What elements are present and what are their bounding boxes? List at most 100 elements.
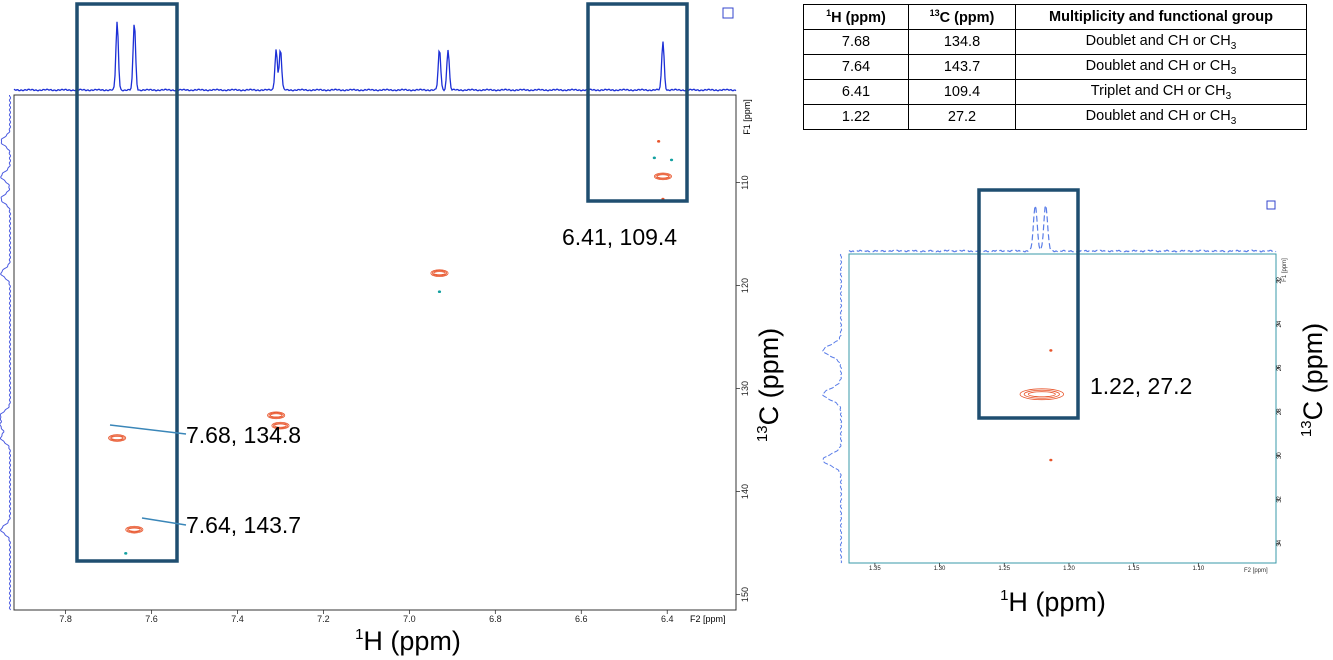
header-1h-label: H (ppm)	[831, 9, 886, 26]
cross-peak	[124, 552, 128, 555]
x-tick-label: 1.30	[934, 566, 946, 572]
left-x-axis-tag: F2 [ppm]	[690, 614, 726, 624]
annotation-label: 7.64, 143.7	[186, 512, 301, 538]
y-tick-label: 34	[1277, 539, 1283, 546]
cell-1h: 6.41	[803, 79, 909, 105]
table-row: 7.64 143.7 Doublet and CH or CH3	[803, 54, 1307, 80]
x-tick-label: 7.2	[317, 614, 330, 624]
header-1h: 1H (ppm)	[803, 4, 909, 30]
x-tick-label: 6.4	[661, 614, 674, 624]
right-y-axis-label: 13C (ppm)	[1298, 323, 1328, 437]
right-13c-projection	[822, 253, 843, 564]
header-13c: 13C (ppm)	[908, 4, 1016, 30]
y-tick-label: 130	[740, 381, 750, 396]
cell-multiplicity-subscript: 3	[1230, 40, 1237, 52]
left-y-ticks: 110 120 130 140 150	[736, 175, 750, 602]
header-13c-isotope: 13	[929, 8, 940, 19]
x-tick-label: 7.4	[231, 614, 244, 624]
cell-1h: 1.22	[803, 104, 909, 130]
left-y-axis-label-text: C (ppm)	[754, 328, 784, 426]
right-corner-marker	[1266, 200, 1276, 210]
right-x-ticks: 1.35 1.30 1.25 1.20 1.15 1.10	[869, 563, 1205, 572]
right-y-axis-label-text: C (ppm)	[1298, 323, 1328, 421]
right-highlight-boxes	[977, 188, 1080, 420]
cell-13c: 134.8	[908, 29, 1016, 55]
annotation-label: 7.68, 134.8	[186, 422, 301, 448]
y-tick-label: 32	[1277, 495, 1283, 502]
header-multiplicity: Multiplicity and functional group	[1015, 4, 1307, 30]
highlight-box	[75, 2, 179, 563]
cross-peak	[437, 290, 442, 294]
right-1h-projection	[848, 203, 1277, 253]
cell-13c: 27.2	[908, 104, 1016, 130]
y-tick-label: 140	[740, 484, 750, 499]
table-row: 1.22 27.2 Doublet and CH or CH3	[803, 104, 1307, 130]
left-plot-frame	[13, 94, 737, 611]
right-annotations: 1.22, 27.2	[1090, 373, 1192, 399]
cross-peak	[657, 140, 661, 143]
right-x-axis-label: 1H (ppm)	[1000, 587, 1106, 617]
left-x-axis-label: 1H (ppm)	[355, 626, 461, 656]
cross-peak	[271, 421, 290, 430]
right-x-axis-label-text: H (ppm)	[1008, 587, 1106, 617]
left-spectrum: F2 [ppm] F1 [ppm] 7.8 7.6 7.4 7.2 7.0 6.8 6.6 6…	[0, 2, 784, 656]
x-tick-label: 1.15	[1128, 566, 1140, 572]
cell-multiplicity-text: Doublet and CH or CH	[1085, 57, 1231, 74]
x-tick-label: 1.20	[1063, 566, 1075, 572]
cross-peak	[125, 525, 144, 534]
right-y-axis-tag: F1 [ppm]	[1282, 258, 1288, 282]
table-row: 7.68 134.8 Doublet and CH or CH3	[803, 29, 1307, 55]
right-y-axis-label-isotope: 13	[1298, 420, 1315, 437]
cell-multiplicity: Doublet and CH or CH3	[1015, 104, 1307, 130]
y-tick-label: 28	[1277, 408, 1283, 415]
y-tick-label: 120	[740, 278, 750, 293]
y-tick-label: 26	[1277, 364, 1283, 371]
cell-1h: 7.68	[803, 29, 909, 55]
assignment-table: 1H (ppm) 13C (ppm) Multiplicity and func…	[803, 4, 1307, 130]
annotation-leader	[141, 517, 187, 526]
y-tick-label: 150	[740, 587, 750, 602]
right-cross-peaks	[1019, 349, 1064, 462]
x-tick-label: 1.25	[998, 566, 1010, 572]
left-1h-projection	[13, 21, 737, 92]
cross-peak	[1019, 388, 1064, 401]
cell-multiplicity-subscript: 3	[1230, 65, 1237, 77]
x-tick-label: 1.10	[1193, 566, 1205, 572]
y-tick-label: 22	[1277, 276, 1283, 283]
x-tick-label: 7.6	[145, 614, 158, 624]
cross-peak	[108, 434, 127, 442]
table-row: 6.41 109.4 Triplet and CH or CH3	[803, 79, 1307, 105]
left-x-axis-label-text: H (ppm)	[363, 626, 461, 656]
left-x-ticks: 7.8 7.6 7.4 7.2 7.0 6.8 6.6 6.4	[59, 610, 673, 624]
header-1h-isotope: 1	[826, 8, 832, 19]
right-spectrum: F2 [ppm] F1 [ppm] 1.35 1.30 1.25 1.20 1.15 1.…	[822, 188, 1328, 617]
right-x-axis-tag: F2 [ppm]	[1244, 568, 1268, 574]
cross-peak	[652, 156, 656, 160]
cell-multiplicity-subscript: 3	[1225, 90, 1232, 102]
left-highlight-boxes	[75, 2, 689, 563]
cross-peak	[1049, 349, 1053, 352]
annotation-leader	[109, 424, 187, 435]
cross-peak	[430, 269, 449, 277]
cell-multiplicity-subscript: 3	[1230, 115, 1237, 127]
cell-multiplicity-text: Doublet and CH or CH	[1085, 32, 1231, 49]
left-corner-marker	[722, 7, 734, 19]
cross-peak	[653, 172, 672, 181]
cell-multiplicity: Doublet and CH or CH3	[1015, 54, 1307, 80]
cell-multiplicity-text: Triplet and CH or CH	[1090, 82, 1226, 99]
x-tick-label: 7.8	[59, 614, 72, 624]
right-plot-frame	[848, 253, 1277, 564]
highlight-box	[586, 2, 689, 203]
table-header-row: 1H (ppm) 13C (ppm) Multiplicity and func…	[803, 4, 1307, 30]
left-13c-projection	[0, 95, 12, 611]
cross-peak	[1049, 458, 1053, 462]
cell-multiplicity-text: Doublet and CH or CH	[1085, 107, 1231, 124]
cell-13c: 143.7	[908, 54, 1016, 80]
x-tick-label: 6.8	[489, 614, 502, 624]
x-tick-label: 1.35	[869, 566, 881, 572]
right-y-ticks: 22 24 26 28 30 32 34	[1276, 276, 1283, 547]
left-y-axis-label: 13C (ppm)	[754, 328, 784, 442]
header-13c-label: C (ppm)	[939, 9, 995, 26]
cell-multiplicity: Doublet and CH or CH3	[1015, 29, 1307, 55]
